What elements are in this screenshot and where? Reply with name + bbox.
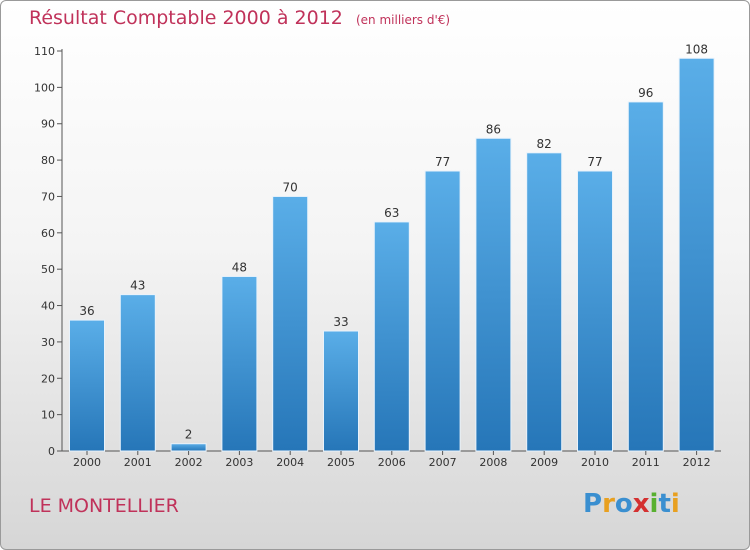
- bar: [119, 294, 156, 452]
- y-tick-label: 20: [41, 372, 55, 385]
- x-tick-label: 2008: [479, 456, 507, 469]
- chart-subtitle: (en milliers d'€): [355, 13, 451, 27]
- y-tick-label: 50: [41, 263, 55, 276]
- bar: [678, 57, 715, 452]
- y-tick-label: 80: [41, 154, 55, 167]
- bar-value-label: 77: [587, 155, 602, 169]
- y-tick-label: 10: [41, 409, 55, 422]
- logo-letter: t: [658, 489, 671, 519]
- bar-value-label: 70: [283, 180, 298, 194]
- bar-value-label: 82: [537, 137, 552, 151]
- bar-value-label: 63: [384, 206, 399, 220]
- bar-value-label: 86: [486, 122, 501, 136]
- bar-value-label: 96: [638, 86, 653, 100]
- bar: [424, 170, 461, 452]
- bar-value-label: 108: [685, 42, 708, 56]
- logo-letter: x: [632, 489, 650, 519]
- bar-value-label: 33: [333, 315, 348, 329]
- x-tick-label: 2000: [73, 456, 101, 469]
- x-tick-label: 2006: [378, 456, 406, 469]
- bar: [272, 195, 309, 452]
- proxiti-logo[interactable]: Proxiti: [583, 489, 680, 519]
- logo-letter: P: [583, 489, 603, 519]
- chart-title: Résultat Comptable 2000 à 2012: [29, 7, 343, 29]
- bar: [577, 170, 613, 452]
- x-tick-label: 2002: [175, 456, 203, 469]
- logo-letter: r: [602, 489, 615, 519]
- town-name: LE MONTELLIER: [29, 495, 179, 517]
- bar-value-label: 48: [232, 260, 247, 274]
- chart-title-block: Résultat Comptable 2000 à 2012 (en milli…: [29, 7, 450, 29]
- x-tick-label: 2011: [632, 456, 660, 469]
- y-tick-label: 40: [41, 300, 55, 313]
- bar: [170, 443, 207, 452]
- y-tick-label: 0: [48, 445, 55, 458]
- logo-letter: o: [614, 489, 633, 519]
- y-tick-label: 70: [41, 190, 55, 203]
- y-tick-label: 90: [41, 118, 55, 131]
- x-tick-label: 2001: [124, 456, 152, 469]
- y-tick-label: 100: [34, 81, 55, 94]
- x-tick-label: 2009: [530, 456, 558, 469]
- bar: [373, 221, 410, 452]
- x-tick-label: 2005: [327, 456, 355, 469]
- y-tick-label: 60: [41, 227, 55, 240]
- bar-value-label: 77: [435, 155, 450, 169]
- bar: [221, 275, 258, 452]
- bar: [69, 319, 105, 452]
- bar: [627, 101, 664, 452]
- x-tick-label: 2004: [276, 456, 304, 469]
- x-tick-label: 2012: [683, 456, 711, 469]
- bar: [323, 330, 359, 452]
- bar-value-label: 36: [79, 304, 94, 318]
- x-tick-label: 2003: [225, 456, 253, 469]
- bar-value-label: 2: [185, 428, 193, 442]
- bar-value-label: 43: [130, 279, 145, 293]
- x-tick-label: 2007: [429, 456, 457, 469]
- bar: [526, 152, 563, 452]
- logo-letter: i: [670, 489, 680, 519]
- y-tick-label: 30: [41, 336, 55, 349]
- logo-letter: i: [649, 489, 659, 519]
- y-tick-label: 110: [34, 45, 55, 58]
- x-tick-label: 2010: [581, 456, 609, 469]
- bar: [475, 137, 512, 452]
